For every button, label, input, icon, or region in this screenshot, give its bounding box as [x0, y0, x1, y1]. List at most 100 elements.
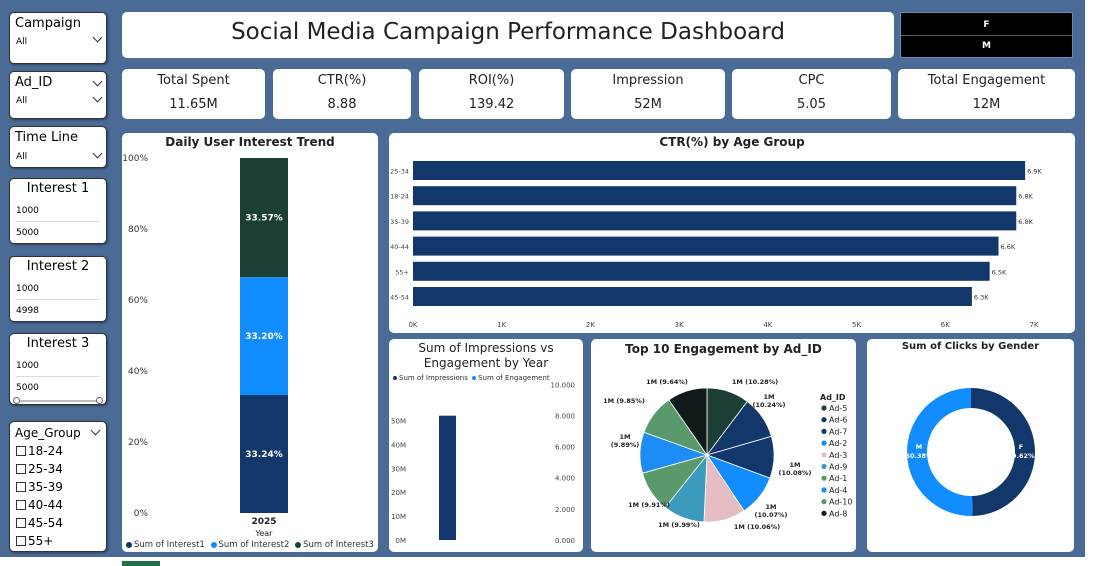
legend-item: Sum of Engagement: [470, 374, 550, 382]
legend-item: Sum of Impressions: [393, 374, 468, 382]
range-slider-track[interactable]: [16, 400, 100, 402]
dashboard-title-card: Social Media Campaign Performance Dashbo…: [122, 12, 894, 58]
legend-title: Ad_ID: [820, 393, 846, 402]
checkbox-icon[interactable]: [16, 536, 26, 546]
chevron-down-icon[interactable]: [90, 425, 101, 436]
legend-marker: [126, 541, 132, 548]
checkbox-icon[interactable]: [16, 446, 26, 456]
legend-label: Sum of Interest3: [303, 540, 374, 550]
legend-label: Sum of Impressions: [399, 374, 468, 382]
interest2-slicer[interactable]: Interest 2 1000 4998: [9, 256, 107, 322]
y-tick-label-right: 4.000: [555, 475, 575, 483]
ad-id-slicer[interactable]: Ad_ID All: [9, 71, 107, 119]
interest3-slicer[interactable]: Interest 3 1000 5000: [9, 333, 107, 405]
x-tick-label: 7K: [1029, 321, 1038, 329]
horizontal-bar-chart: 25-34 6.9K 18-24 6.8K 35-39 6.8K 40-44 6.6K 55+ 6…: [390, 161, 1042, 329]
range-slider-handle-min[interactable]: [13, 397, 20, 404]
legend-label: Ad-5: [829, 404, 847, 413]
y-tick-label: 0%: [134, 509, 149, 519]
checkbox-icon[interactable]: [16, 500, 26, 510]
donut-slice[interactable]: [971, 388, 1036, 516]
legend-marker: [210, 541, 217, 548]
chevron-down-icon[interactable]: [92, 92, 103, 103]
legend-label: Ad-7: [829, 427, 847, 436]
checkbox-icon[interactable]: [16, 464, 26, 474]
campaign-slicer-value[interactable]: All: [16, 37, 28, 47]
data-label: 1M (10.24%): [752, 393, 785, 409]
y-tick-label: 55+: [395, 268, 409, 276]
ad-id-slicer-value[interactable]: All: [16, 96, 28, 106]
chevron-down-icon[interactable]: [92, 76, 103, 87]
legend-marker: [295, 541, 302, 548]
data-label: 1M (9.85%): [603, 397, 645, 405]
age-option[interactable]: 55+: [16, 534, 53, 548]
gender-filter-m[interactable]: M: [982, 41, 991, 51]
stacked-bar-chart: 0% 20% 40% 60% 80% 100% 33.24% 33.20% 33.57% 20…: [122, 154, 288, 538]
kpi-label: Total Engagement: [927, 73, 1046, 88]
interest1-slicer[interactable]: Interest 1 1000 5000: [9, 178, 107, 244]
gender-filter-f[interactable]: F: [983, 20, 990, 30]
checkbox-icon[interactable]: [16, 482, 26, 492]
bar[interactable]: [413, 186, 1017, 206]
campaign-slicer[interactable]: Campaign All: [9, 12, 107, 64]
bar[interactable]: [413, 236, 999, 256]
age-group-slicer-title: Age_Group: [15, 426, 81, 440]
divider: [16, 376, 100, 377]
divider: [16, 299, 100, 300]
pie-slice[interactable]: [668, 387, 708, 457]
legend-label: Ad-6: [829, 416, 847, 425]
bar[interactable]: [413, 287, 972, 306]
impressions-engagement-panel: Sum of Impressions vs Engagement by Year…: [389, 339, 583, 552]
data-label: 1M (9.91%): [628, 501, 670, 509]
legend-marker: [821, 405, 827, 411]
bar[interactable]: [439, 415, 456, 540]
chevron-down-icon[interactable]: [92, 148, 103, 159]
checkbox-icon[interactable]: [16, 518, 26, 528]
chart-title: Sum of Clicks by Gender: [901, 341, 1040, 352]
sheet-tab[interactable]: [122, 561, 160, 566]
age-option[interactable]: 40-44: [16, 498, 63, 512]
kpi-value: 5.05: [797, 97, 826, 112]
interest2-min[interactable]: 1000: [16, 284, 39, 294]
interest1-min[interactable]: 1000: [16, 206, 39, 216]
kpi-label: Total Spent: [157, 73, 230, 88]
age-group-slicer[interactable]: Age_Group 18-24 25-34 35-39 40-44 45-54 …: [9, 421, 107, 552]
bar-segment[interactable]: [240, 395, 288, 513]
data-label: 33.20%: [245, 332, 283, 342]
legend: Sum of Impressions Sum of Engagement: [393, 374, 550, 382]
age-option[interactable]: 35-39: [16, 480, 63, 494]
age-option[interactable]: 18-24: [16, 444, 63, 458]
time-line-slicer[interactable]: Time Line All: [9, 126, 107, 168]
bar-segment[interactable]: [240, 158, 288, 278]
gender-filter[interactable]: F M: [900, 12, 1073, 58]
donut-slice[interactable]: [907, 388, 973, 516]
clicks-by-gender-panel: Sum of Clicks by Gender F 49.62% M 50.38%: [867, 339, 1074, 552]
y-tick-label-right: 8.000: [555, 412, 575, 420]
interest2-max[interactable]: 4998: [16, 306, 39, 316]
legend-marker: [821, 499, 827, 505]
legend-item: Sum of Interest2: [208, 540, 289, 550]
bar[interactable]: [413, 261, 990, 281]
interest1-max[interactable]: 5000: [16, 228, 39, 238]
time-line-slicer-value[interactable]: All: [16, 152, 28, 162]
range-slider-handle-max[interactable]: [96, 397, 103, 404]
x-tick-label: 5K: [852, 321, 861, 329]
data-label: 6.3K: [974, 294, 989, 302]
bar[interactable]: [413, 211, 1017, 231]
bar[interactable]: [413, 161, 1026, 180]
age-option[interactable]: 25-34: [16, 462, 63, 476]
interest3-max[interactable]: 5000: [16, 383, 39, 393]
data-label: 6.9K: [1027, 168, 1042, 176]
age-option[interactable]: 45-54: [16, 516, 63, 530]
legend-label: Ad-8: [829, 509, 847, 518]
bar-segment[interactable]: [240, 277, 288, 396]
chevron-down-icon[interactable]: [92, 32, 103, 43]
interest3-min[interactable]: 1000: [16, 361, 39, 371]
divider: [901, 35, 1072, 36]
legend-marker: [821, 417, 827, 423]
chart-title: Top 10 Engagement by Ad_ID: [625, 342, 822, 356]
chart-title: Sum of Impressions vs Engagement by Year: [418, 341, 554, 370]
kpi-value: 52M: [634, 97, 662, 112]
y-tick-label: 10M: [391, 513, 406, 521]
y-tick-label: 60%: [128, 296, 148, 306]
